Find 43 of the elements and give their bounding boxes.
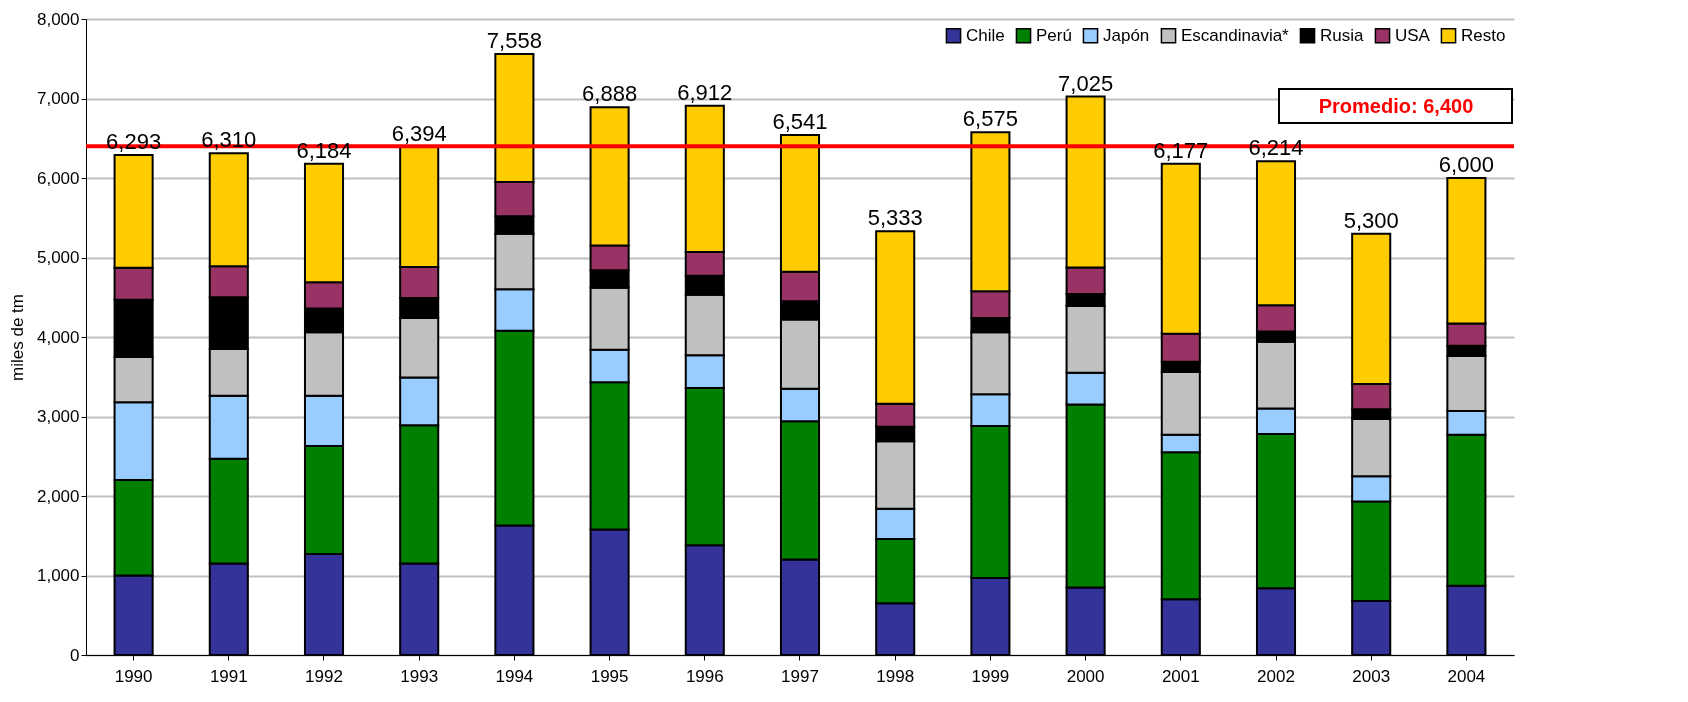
y-axis-title: miles de tm — [7, 294, 27, 381]
legend-label: Japón — [1103, 25, 1150, 45]
y-tick-label: 2,000 — [36, 486, 80, 506]
y-tick-label: 3,000 — [36, 407, 80, 426]
x-tick-label: 1991 — [209, 666, 248, 686]
total-label: 6,912 — [677, 79, 733, 105]
y-tick-label: 1,000 — [36, 566, 80, 585]
x-tick-label: 1999 — [971, 666, 1010, 686]
legend-label: Escandinavia* — [1181, 25, 1290, 45]
legend-label: Resto — [1461, 25, 1506, 45]
ref-line-label: Promedio: 6,400 — [1318, 95, 1474, 117]
x-tick-label: 2001 — [1161, 666, 1200, 686]
total-label: 6,575 — [962, 106, 1018, 132]
total-label: 7,025 — [1058, 70, 1114, 96]
legend-label: Chile — [966, 25, 1005, 45]
y-tick-label: 0 — [70, 645, 80, 665]
x-tick-label: 1994 — [495, 666, 534, 686]
total-label: 6,541 — [772, 109, 828, 135]
total-label: 5,300 — [1343, 207, 1399, 233]
legend-label: Perú — [1036, 25, 1072, 45]
total-label: 6,394 — [391, 121, 447, 146]
y-tick-label: 4,000 — [36, 327, 80, 347]
y-tick-label: 7,000 — [36, 89, 80, 108]
x-tick-label: 2002 — [1257, 666, 1295, 686]
total-label: 5,333 — [867, 205, 923, 231]
y-tick-label: 5,000 — [36, 248, 80, 267]
x-tick-label: 1995 — [590, 666, 629, 686]
total-label: 6,888 — [582, 81, 638, 107]
x-tick-label: 1992 — [305, 666, 343, 686]
x-tick-label: 2003 — [1352, 666, 1391, 686]
y-tick-label: 8,000 — [36, 9, 80, 29]
x-tick-label: 1990 — [114, 666, 153, 686]
x-tick-label: 1998 — [876, 666, 915, 686]
legend-label: USA — [1395, 25, 1431, 45]
legend-label: Rusia — [1320, 25, 1365, 45]
y-tick-label: 6,000 — [36, 168, 80, 188]
x-tick-label: 2004 — [1447, 666, 1486, 686]
total-label: 7,558 — [486, 27, 542, 53]
total-label: 6,000 — [1438, 152, 1494, 177]
x-tick-label: 2000 — [1066, 666, 1105, 686]
x-tick-label: 1993 — [400, 666, 439, 686]
x-tick-label: 1997 — [781, 666, 819, 686]
x-tick-label: 1996 — [685, 666, 724, 686]
